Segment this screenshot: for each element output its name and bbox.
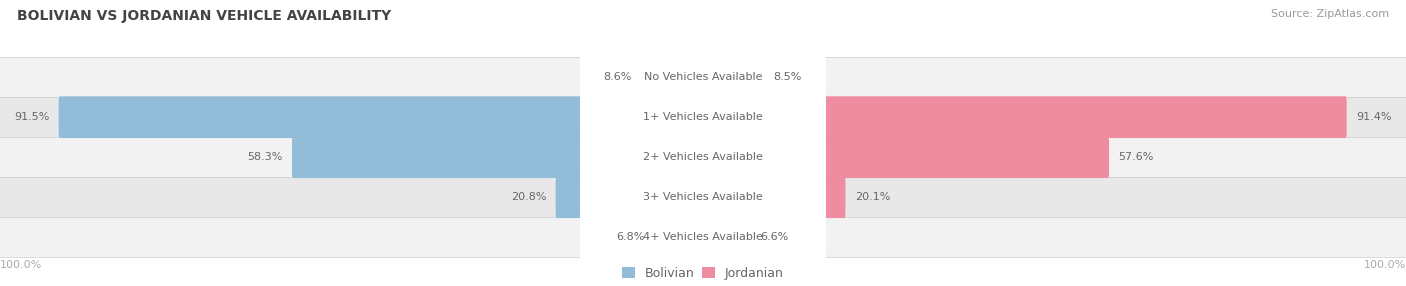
FancyBboxPatch shape <box>702 176 845 218</box>
Text: 6.8%: 6.8% <box>616 232 644 242</box>
FancyBboxPatch shape <box>581 45 827 189</box>
Text: 91.5%: 91.5% <box>14 112 49 122</box>
FancyBboxPatch shape <box>581 165 827 286</box>
Text: 57.6%: 57.6% <box>1119 152 1154 162</box>
FancyBboxPatch shape <box>654 216 704 258</box>
Text: No Vehicles Available: No Vehicles Available <box>644 72 762 82</box>
FancyBboxPatch shape <box>641 56 704 98</box>
FancyBboxPatch shape <box>292 136 704 178</box>
Text: 100.0%: 100.0% <box>1364 260 1406 270</box>
Text: 58.3%: 58.3% <box>247 152 283 162</box>
FancyBboxPatch shape <box>581 85 827 229</box>
FancyBboxPatch shape <box>702 216 751 258</box>
Text: 2+ Vehicles Available: 2+ Vehicles Available <box>643 152 763 162</box>
FancyBboxPatch shape <box>702 96 1347 138</box>
FancyBboxPatch shape <box>581 125 827 269</box>
Bar <box>0 137 1406 177</box>
Text: Source: ZipAtlas.com: Source: ZipAtlas.com <box>1271 9 1389 19</box>
FancyBboxPatch shape <box>59 96 704 138</box>
Text: 20.8%: 20.8% <box>510 192 546 202</box>
FancyBboxPatch shape <box>581 5 827 149</box>
Legend: Bolivian, Jordanian: Bolivian, Jordanian <box>623 267 783 280</box>
Text: 4+ Vehicles Available: 4+ Vehicles Available <box>643 232 763 242</box>
Text: 91.4%: 91.4% <box>1355 112 1392 122</box>
FancyBboxPatch shape <box>555 176 704 218</box>
Text: 1+ Vehicles Available: 1+ Vehicles Available <box>643 112 763 122</box>
Bar <box>0 217 1406 257</box>
FancyBboxPatch shape <box>702 56 763 98</box>
Text: 3+ Vehicles Available: 3+ Vehicles Available <box>643 192 763 202</box>
Text: 6.6%: 6.6% <box>759 232 789 242</box>
Bar <box>0 97 1406 137</box>
Text: 100.0%: 100.0% <box>0 260 42 270</box>
Text: 8.5%: 8.5% <box>773 72 801 82</box>
Bar <box>0 57 1406 97</box>
FancyBboxPatch shape <box>702 136 1109 178</box>
Text: BOLIVIAN VS JORDANIAN VEHICLE AVAILABILITY: BOLIVIAN VS JORDANIAN VEHICLE AVAILABILI… <box>17 9 391 23</box>
Text: 20.1%: 20.1% <box>855 192 890 202</box>
Text: 8.6%: 8.6% <box>603 72 633 82</box>
Bar <box>0 177 1406 217</box>
